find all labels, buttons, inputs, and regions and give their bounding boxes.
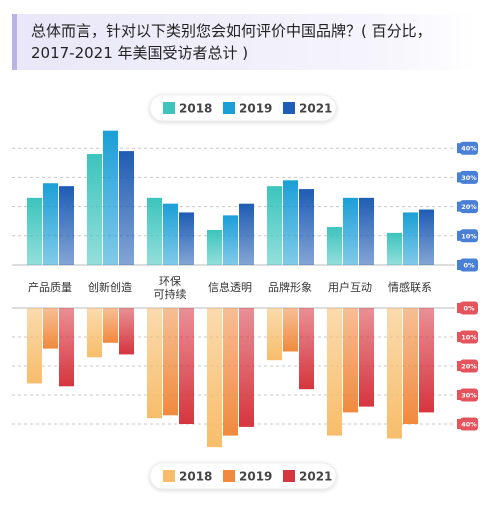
chart-title: 总体而言，针对以下类别您会如何评价中国品牌？( 百分比， 2017-2021 年… xyxy=(12,14,476,70)
tick-badge xyxy=(460,258,478,272)
legend-label: 2018 xyxy=(179,470,212,484)
bar xyxy=(163,308,178,416)
tick-badge xyxy=(460,301,478,315)
bar xyxy=(239,308,254,427)
bar xyxy=(179,308,194,424)
y-tick-label: 40% xyxy=(461,421,477,429)
y-tick-label: 0% xyxy=(463,305,475,313)
bar xyxy=(403,212,418,265)
bar xyxy=(87,154,102,265)
tick-badge xyxy=(460,330,478,344)
legend-label: 2021 xyxy=(299,470,332,484)
bar xyxy=(267,308,282,361)
bar xyxy=(223,308,238,436)
bar xyxy=(267,186,282,265)
legend-swatch xyxy=(163,470,175,482)
bar xyxy=(239,203,254,265)
tick-badge xyxy=(460,417,478,431)
bar xyxy=(27,308,42,384)
y-tick-label: 10% xyxy=(461,334,477,342)
y-tick-label: 30% xyxy=(461,392,477,400)
legend-label: 2019 xyxy=(239,470,272,484)
y-tick-label: 20% xyxy=(461,203,477,211)
bar xyxy=(299,189,314,265)
bar xyxy=(343,197,358,265)
y-tick-label: 20% xyxy=(461,363,477,371)
bar xyxy=(419,308,434,413)
legend-label: 2019 xyxy=(239,102,272,116)
bar xyxy=(27,197,42,265)
bar xyxy=(343,308,358,413)
tick-badge xyxy=(460,141,478,155)
tick-badge xyxy=(460,229,478,243)
legend-label: 2018 xyxy=(179,102,212,116)
bar xyxy=(223,215,238,265)
tick-badge xyxy=(460,200,478,214)
bar xyxy=(59,186,74,265)
x-tick-label: 品牌形象 xyxy=(268,281,312,294)
bar xyxy=(207,229,222,265)
bar xyxy=(103,130,118,265)
bar xyxy=(43,183,58,265)
bar xyxy=(403,308,418,424)
tick-badge xyxy=(460,170,478,184)
x-tick-label: 用户互动 xyxy=(328,281,372,294)
bar xyxy=(179,212,194,265)
bar xyxy=(283,308,298,352)
bar xyxy=(119,308,134,355)
y-tick-label: 10% xyxy=(461,232,477,240)
bar xyxy=(387,308,402,439)
x-tick-label: 环保 可持续 xyxy=(153,275,187,301)
y-tick-label: 30% xyxy=(461,174,477,182)
tick-badge xyxy=(460,388,478,402)
tick-badge xyxy=(460,359,478,373)
legend-swatch xyxy=(223,102,235,114)
bar xyxy=(207,308,222,448)
bar xyxy=(283,180,298,265)
bar xyxy=(119,151,134,265)
bar xyxy=(327,308,342,436)
bar xyxy=(299,308,314,390)
y-tick-label: 40% xyxy=(461,145,477,153)
legend-box xyxy=(149,462,337,490)
y-tick-label: 0% xyxy=(463,262,475,270)
bar xyxy=(103,308,118,343)
bar xyxy=(147,197,162,265)
bar xyxy=(327,227,342,265)
bar xyxy=(59,308,74,387)
x-tick-label: 信息透明 xyxy=(208,281,252,294)
legend-swatch xyxy=(283,470,295,482)
bar xyxy=(147,308,162,419)
bar xyxy=(43,308,58,349)
bar xyxy=(419,209,434,265)
legend-box xyxy=(149,94,337,122)
x-tick-label: 创新创造 xyxy=(88,281,132,294)
bar xyxy=(359,197,374,265)
legend-swatch xyxy=(223,470,235,482)
bar xyxy=(387,232,402,265)
x-tick-label: 情感联系 xyxy=(388,281,432,294)
bar xyxy=(87,308,102,358)
bar xyxy=(163,203,178,265)
legend-swatch xyxy=(283,102,295,114)
bar xyxy=(359,308,374,407)
x-tick-label: 产品质量 xyxy=(28,281,72,294)
legend-label: 2021 xyxy=(299,102,332,116)
legend-swatch xyxy=(163,102,175,114)
